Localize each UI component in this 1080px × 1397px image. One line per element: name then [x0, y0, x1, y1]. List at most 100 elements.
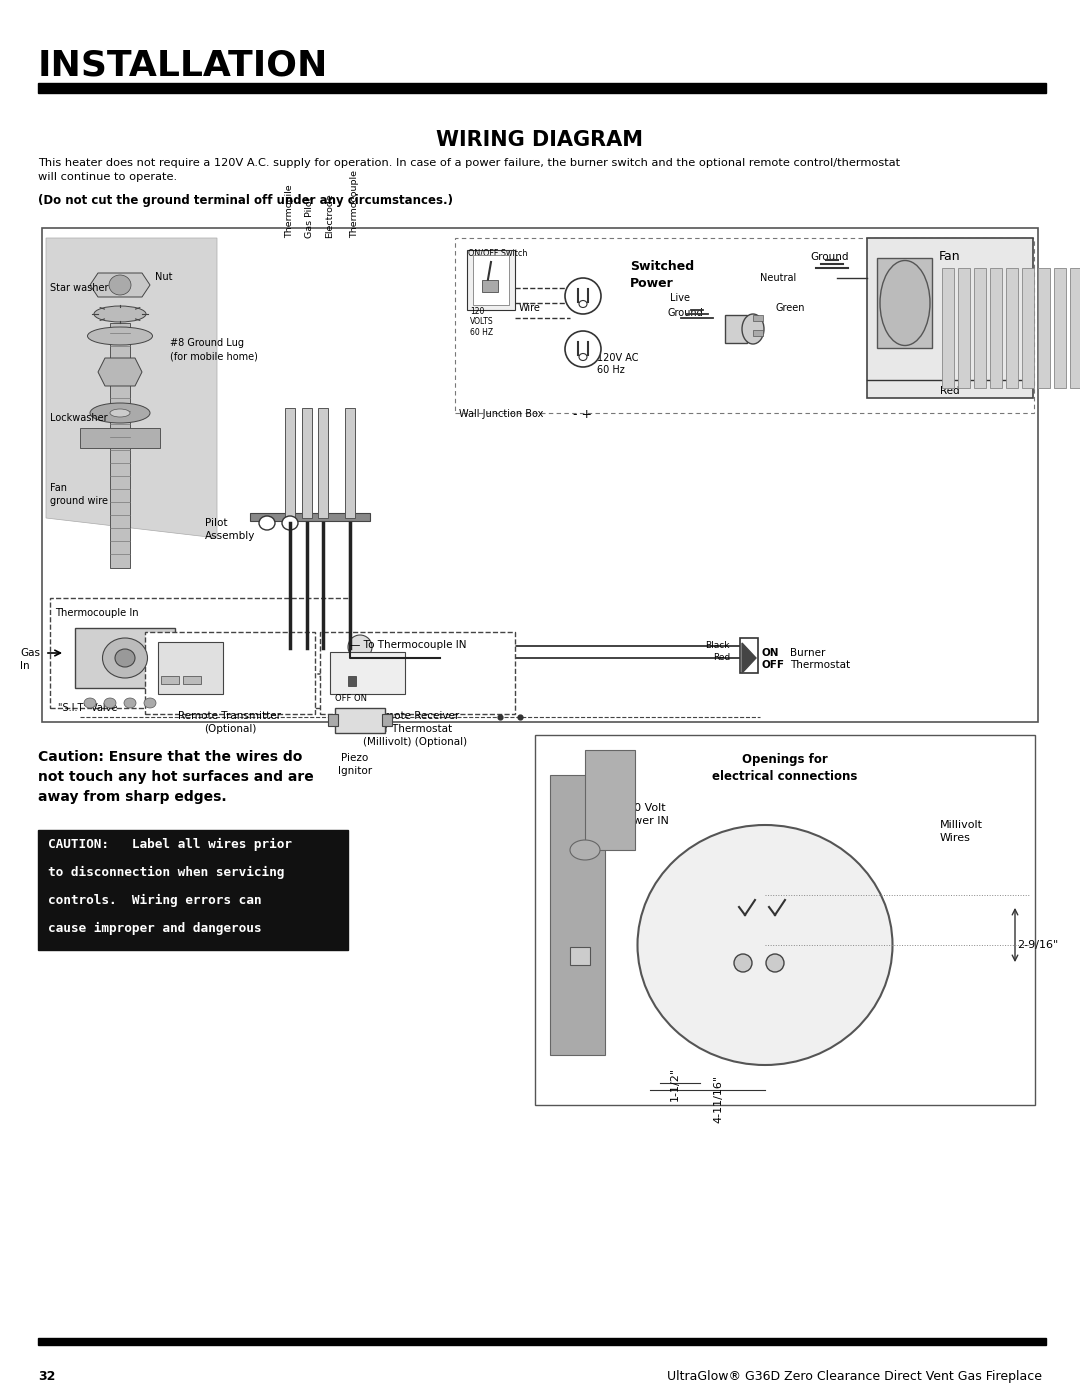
- Ellipse shape: [124, 698, 136, 708]
- Text: - +: - +: [573, 408, 592, 420]
- Text: Remote Transmitter
(Optional): Remote Transmitter (Optional): [178, 711, 282, 735]
- Bar: [161, 676, 179, 685]
- Text: UltraGlow® G36D Zero Clearance Direct Vent Gas Fireplace: UltraGlow® G36D Zero Clearance Direct Ve…: [667, 1370, 1042, 1383]
- Text: Thermocouple: Thermocouple: [351, 170, 360, 237]
- Ellipse shape: [565, 278, 600, 314]
- Text: 4-11/16": 4-11/16": [713, 1076, 723, 1123]
- Bar: [183, 676, 201, 685]
- Text: Red: Red: [941, 386, 960, 395]
- Bar: [753, 330, 762, 337]
- Bar: [328, 714, 338, 726]
- Bar: [158, 643, 222, 694]
- Bar: [345, 408, 355, 518]
- Text: Openings for
electrical connections: Openings for electrical connections: [713, 753, 858, 782]
- Bar: [348, 676, 356, 686]
- Text: This heater does not require a 120V A.C. supply for operation. In case of a powe: This heater does not require a 120V A.C.…: [38, 158, 900, 168]
- Bar: [1054, 268, 1066, 388]
- Ellipse shape: [766, 954, 784, 972]
- Text: Fan: Fan: [940, 250, 961, 263]
- Text: 32: 32: [38, 1370, 55, 1383]
- Text: 120 Volt
Power IN: 120 Volt Power IN: [620, 803, 669, 826]
- Text: "S.I.T" Valve: "S.I.T" Valve: [58, 703, 118, 712]
- Text: Wall Junction Box: Wall Junction Box: [459, 409, 543, 419]
- Bar: [302, 408, 312, 518]
- Text: Gas Pilot: Gas Pilot: [306, 197, 314, 237]
- Text: will continue to operate.: will continue to operate.: [38, 172, 177, 182]
- Ellipse shape: [579, 300, 588, 307]
- Ellipse shape: [734, 954, 752, 972]
- Ellipse shape: [103, 638, 148, 678]
- Ellipse shape: [742, 314, 764, 344]
- Text: Black: Black: [705, 641, 730, 650]
- Polygon shape: [742, 643, 756, 673]
- Ellipse shape: [87, 327, 152, 345]
- Text: Piezo
Ignitor: Piezo Ignitor: [338, 753, 373, 777]
- Text: WIRING DIAGRAM: WIRING DIAGRAM: [436, 130, 644, 149]
- Bar: [958, 268, 970, 388]
- Bar: [974, 268, 986, 388]
- Ellipse shape: [880, 260, 930, 345]
- Ellipse shape: [637, 826, 892, 1065]
- Bar: [455, 237, 1034, 414]
- Ellipse shape: [579, 353, 588, 360]
- Bar: [382, 714, 392, 726]
- Bar: [570, 947, 590, 965]
- Text: ON: ON: [762, 648, 780, 658]
- Bar: [1070, 268, 1080, 388]
- Ellipse shape: [570, 840, 600, 861]
- Text: Fan
ground wire: Fan ground wire: [50, 483, 108, 506]
- Polygon shape: [46, 237, 217, 538]
- Bar: [320, 631, 515, 714]
- Ellipse shape: [259, 515, 275, 529]
- Bar: [110, 323, 130, 569]
- Text: Caution: Ensure that the wires do: Caution: Ensure that the wires do: [38, 750, 302, 764]
- Bar: [330, 652, 405, 694]
- Bar: [725, 314, 747, 344]
- Text: Live: Live: [670, 293, 690, 303]
- Ellipse shape: [114, 650, 135, 666]
- Ellipse shape: [104, 698, 116, 708]
- Text: 2-9/16": 2-9/16": [1017, 940, 1058, 950]
- Bar: [1005, 268, 1018, 388]
- Bar: [1038, 268, 1050, 388]
- Polygon shape: [98, 358, 141, 386]
- Bar: [318, 408, 328, 518]
- Polygon shape: [90, 272, 150, 298]
- Ellipse shape: [282, 515, 298, 529]
- Bar: [38, 1338, 1047, 1345]
- Bar: [585, 750, 635, 849]
- Bar: [80, 427, 160, 448]
- Bar: [535, 735, 1035, 1105]
- Text: OFF ON: OFF ON: [335, 694, 367, 703]
- Bar: [867, 237, 1032, 398]
- Ellipse shape: [90, 402, 150, 423]
- Ellipse shape: [109, 275, 131, 295]
- Ellipse shape: [144, 698, 156, 708]
- Text: 120V AC
60 Hz: 120V AC 60 Hz: [597, 353, 638, 376]
- Text: Ground: Ground: [667, 307, 703, 319]
- Text: Nut: Nut: [156, 272, 173, 282]
- Bar: [249, 513, 370, 521]
- Text: Red: Red: [713, 652, 730, 662]
- Text: Pilot
Assembly: Pilot Assembly: [205, 518, 255, 541]
- Text: Green: Green: [775, 303, 805, 313]
- Bar: [942, 268, 954, 388]
- Text: Brown: Brown: [260, 671, 288, 679]
- Text: Remote Receiver
or Thermostat
(Millivolt) (Optional): Remote Receiver or Thermostat (Millivolt…: [363, 711, 467, 747]
- Text: INSTALLATION: INSTALLATION: [38, 47, 328, 82]
- Bar: [740, 638, 758, 673]
- Text: Burner: Burner: [789, 648, 825, 658]
- Text: Millivolt
Wires: Millivolt Wires: [940, 820, 983, 844]
- Bar: [990, 268, 1002, 388]
- Text: Thermostat: Thermostat: [789, 659, 850, 671]
- Text: Star washer: Star washer: [50, 284, 108, 293]
- Bar: [877, 258, 932, 348]
- Text: — To Thermocouple IN: — To Thermocouple IN: [350, 640, 467, 650]
- Text: CAUTION:   Label all wires prior: CAUTION: Label all wires prior: [48, 838, 292, 851]
- Text: ON/OFF Switch: ON/OFF Switch: [468, 249, 527, 257]
- Ellipse shape: [84, 698, 96, 708]
- Ellipse shape: [348, 636, 372, 659]
- Ellipse shape: [94, 306, 146, 321]
- Bar: [75, 629, 175, 687]
- Text: OFF: OFF: [762, 659, 785, 671]
